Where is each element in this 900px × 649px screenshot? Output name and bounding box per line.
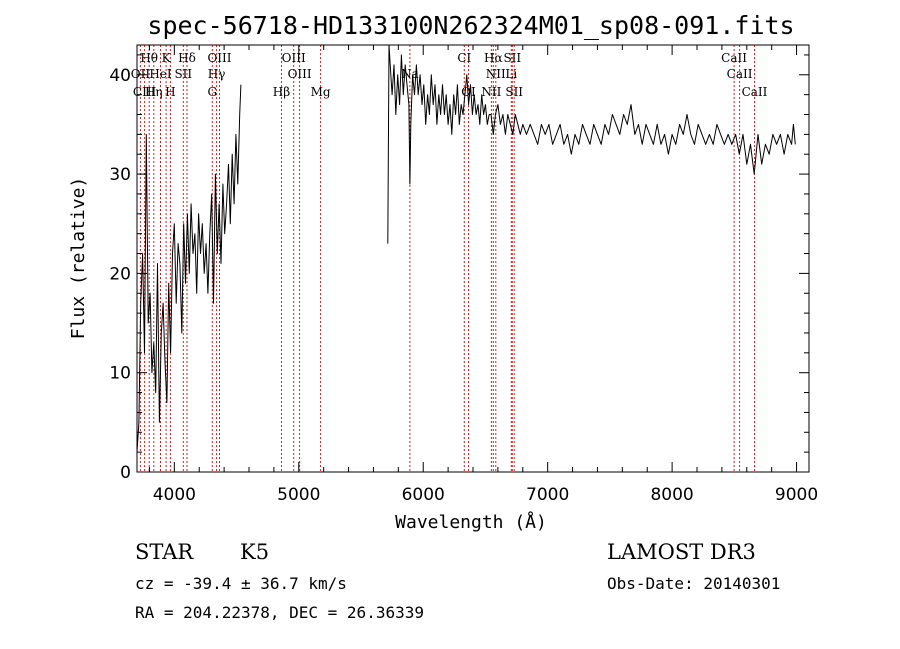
survey-name: LAMOST DR3 [607,540,756,564]
line-label-Mg: Mg [311,85,331,99]
line-label-SII-1: SII [503,51,521,65]
spectrum-segment-1 [136,84,242,453]
line-label-Li: Li [505,67,517,81]
redshift-velocity: cz = -39.4 ± 36.7 km/s [135,574,347,593]
line-label-CaII-3: CaII [742,85,768,99]
line-label-SII-2: SII [174,67,192,81]
line-label-H: H [165,85,175,99]
line-label-H-theta: Hθ [140,51,158,65]
line-label-G: G [208,85,218,99]
x-tick-label: 7000 [526,485,569,505]
chart-title: spec-56718-HD133100N262324M01_sp08-091.f… [147,11,794,40]
x-tick-label: 8000 [650,485,693,505]
x-tick-label: 6000 [402,485,445,505]
ra-dec-coordinates: RA = 204.22378, DEC = 26.36339 [135,603,424,622]
line-label-OI: OI [461,85,476,99]
line-label-HeI: HeI [149,67,172,81]
spectrum-series [136,44,796,453]
line-label-H-alpha: Hα [484,51,503,65]
x-tick-label: 4000 [153,485,196,505]
y-tick-label: 0 [120,463,131,483]
line-label-CIII: CIII [133,85,157,99]
line-label-Na: Na [401,67,419,81]
x-tick-label: 5000 [277,485,320,505]
line-label-OIII-1: OIII [207,51,231,65]
line-label-NII-2: NII [481,85,501,99]
line-label-H-delta: Hδ [178,51,196,65]
line-label-H-eta: Hη [145,85,163,99]
line-label-K: K [162,51,172,65]
x-tick-label: 9000 [775,485,818,505]
y-tick-label: 40 [109,66,131,86]
x-axis-ticks: 4000 5000 6000 7000 8000 9000 [148,45,818,505]
line-label-CaII-1: CaII [721,51,747,65]
line-label-OIII-2: OIII [282,51,306,65]
y-tick-label: 30 [109,165,131,185]
line-label-CaII-2: CaII [727,67,753,81]
x-axis-label: Wavelength (Å) [395,511,547,533]
y-axis-ticks: 0 10 20 30 40 [109,54,809,483]
line-label-NII-1: NII [486,67,506,81]
y-tick-label: 10 [109,364,131,384]
y-tick-label: 20 [109,264,131,284]
y-axis-label: Flux (relative) [68,177,89,340]
observation-date: Obs-Date: 20140301 [607,574,781,593]
object-class: STAR [135,540,194,564]
spectrum-segment-2 [387,44,796,244]
line-label-H-gamma: Hγ [208,67,226,81]
line-label-H-beta: Hβ [273,85,290,99]
line-label-SII-3: SII [505,85,523,99]
line-label-CI: CI [457,51,471,65]
spectral-subclass: K5 [240,540,270,564]
line-label-OIII-3: OIII [288,67,312,81]
line-label-OII: OII [131,67,151,81]
